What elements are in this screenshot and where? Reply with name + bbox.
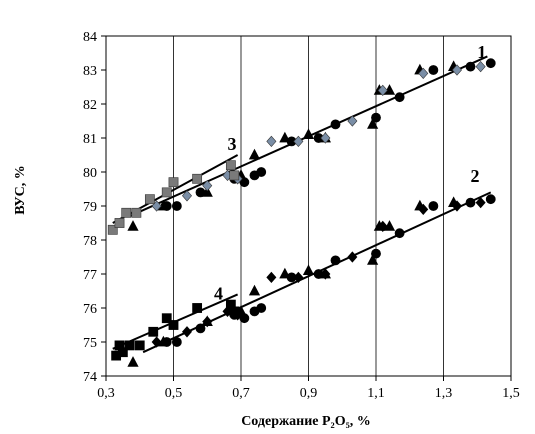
series-2-diamond-point	[475, 196, 486, 209]
y-tick-label: 78	[83, 234, 97, 249]
series-2-diamond-point	[451, 200, 463, 212]
x-tick-label: 0,9	[300, 386, 318, 401]
x-tick-label: 1,5	[502, 386, 520, 401]
series-2-circle-point	[465, 197, 476, 208]
series-2-diamond-point	[181, 326, 193, 338]
series-1-circle-point	[428, 65, 439, 75]
series-3-square-point	[121, 207, 132, 218]
series-2-label: 2	[471, 166, 480, 186]
x-tick-label: 1,1	[367, 386, 385, 401]
series-1-circle-point	[256, 167, 267, 177]
y-tick-label: 84	[83, 30, 97, 45]
series-1-triangle-point	[248, 148, 261, 160]
series-1-triangle-point	[279, 131, 291, 143]
series-2-circle-point	[330, 255, 341, 266]
series-4-square-point	[134, 340, 145, 351]
x-axis-title: Содержание P₂O₅, %	[241, 414, 371, 429]
series-2-circle-point	[256, 303, 267, 313]
series-1-diamond-point	[266, 135, 277, 148]
series-2-circle-point	[195, 323, 206, 334]
series-1-circle-point	[371, 112, 381, 123]
x-tick-label: 0,7	[232, 386, 250, 401]
series-1-diamond-point	[347, 115, 358, 127]
series-1-triangle-point	[127, 220, 139, 231]
series-4-square-point	[148, 326, 159, 337]
series-2-triangle-point	[367, 254, 379, 265]
series-3-square-point	[107, 224, 118, 235]
y-tick-label: 79	[83, 200, 97, 215]
series-2-diamond-point	[418, 203, 429, 216]
series-4-square-point	[168, 320, 179, 330]
series-3-square-point	[229, 170, 240, 181]
series-2-triangle-point	[279, 267, 291, 279]
series-3-square-point	[161, 187, 172, 198]
series-1-circle-point	[394, 92, 405, 103]
series-3-square-point	[144, 194, 155, 205]
series-4-square-point	[192, 303, 203, 313]
series-2-triangle-point	[248, 284, 261, 296]
series-1-diamond-point	[181, 190, 193, 202]
series-2-circle-point	[394, 228, 405, 239]
series-2-circle-point	[171, 337, 182, 347]
series-1-triangle-point	[302, 128, 315, 139]
series-1-triangle-point	[201, 186, 213, 197]
y-tick-label: 80	[83, 166, 97, 181]
series-2-circle-point	[371, 248, 381, 259]
y-tick-label: 81	[83, 132, 97, 147]
series-4-square-point	[161, 313, 172, 324]
y-tick-label: 77	[83, 268, 97, 283]
series-1-diamond-point	[151, 200, 162, 212]
series-4-square-point	[117, 347, 128, 358]
x-tick-label: 0,5	[165, 386, 183, 401]
series-1-circle-point	[465, 61, 476, 72]
series-3-square-point	[114, 218, 125, 228]
y-tick-label: 76	[83, 302, 97, 317]
series-4-label: 4	[214, 284, 223, 304]
series-3-label: 3	[228, 134, 237, 154]
series-1-diamond-point	[418, 67, 429, 80]
series-2-triangle-point	[127, 356, 139, 367]
series-2-triangle-point	[302, 264, 315, 275]
series-2-diamond-point	[377, 220, 388, 233]
series-2-diamond-point	[320, 268, 331, 280]
series-3-square-point	[192, 173, 203, 184]
series-1-triangle-point	[367, 118, 379, 129]
series-2-diamond-point	[347, 251, 358, 263]
series-2-diamond-point	[293, 271, 304, 284]
label-layer: 1 2 3 4	[214, 42, 486, 303]
series-1-diamond-point	[451, 64, 463, 76]
axis-layer: 0,3 0,5 0,7 0,9 1,1 1,3 1,5 74 75 76 77 78 79 80 81 82 8…	[83, 30, 520, 401]
series-4-square-point	[229, 306, 240, 317]
series-2-diamond-point	[266, 271, 277, 284]
point-layer	[107, 58, 496, 367]
y-tick-label: 75	[83, 336, 97, 351]
x-tick-label: 0,3	[97, 386, 115, 401]
series-2-diamond-point	[202, 315, 213, 328]
y-axis-title: ВУС, %	[13, 165, 28, 215]
series-1-diamond-point	[475, 60, 486, 73]
series-1-circle-point	[330, 119, 341, 130]
series-2-circle-point	[485, 194, 496, 205]
series-3-square-point	[168, 177, 179, 188]
series-3-square-point	[131, 207, 142, 218]
series-1-label: 1	[477, 42, 486, 62]
series-3-square-point	[225, 160, 236, 171]
series-1-diamond-point	[320, 132, 331, 144]
series-1-diamond-point	[293, 135, 304, 148]
series-2-circle-point	[428, 201, 439, 211]
series-2-diamond-point	[151, 336, 162, 348]
y-tick-label: 82	[83, 98, 97, 113]
y-tick-label: 74	[83, 370, 97, 385]
series-1-circle-point	[171, 201, 182, 211]
y-tick-label: 83	[83, 64, 97, 79]
series-1-diamond-point	[377, 84, 388, 97]
series-1-diamond-point	[202, 179, 213, 192]
series-1-circle-point	[485, 58, 496, 69]
series-4-square-point	[124, 340, 135, 351]
x-tick-label: 1,3	[435, 386, 453, 401]
